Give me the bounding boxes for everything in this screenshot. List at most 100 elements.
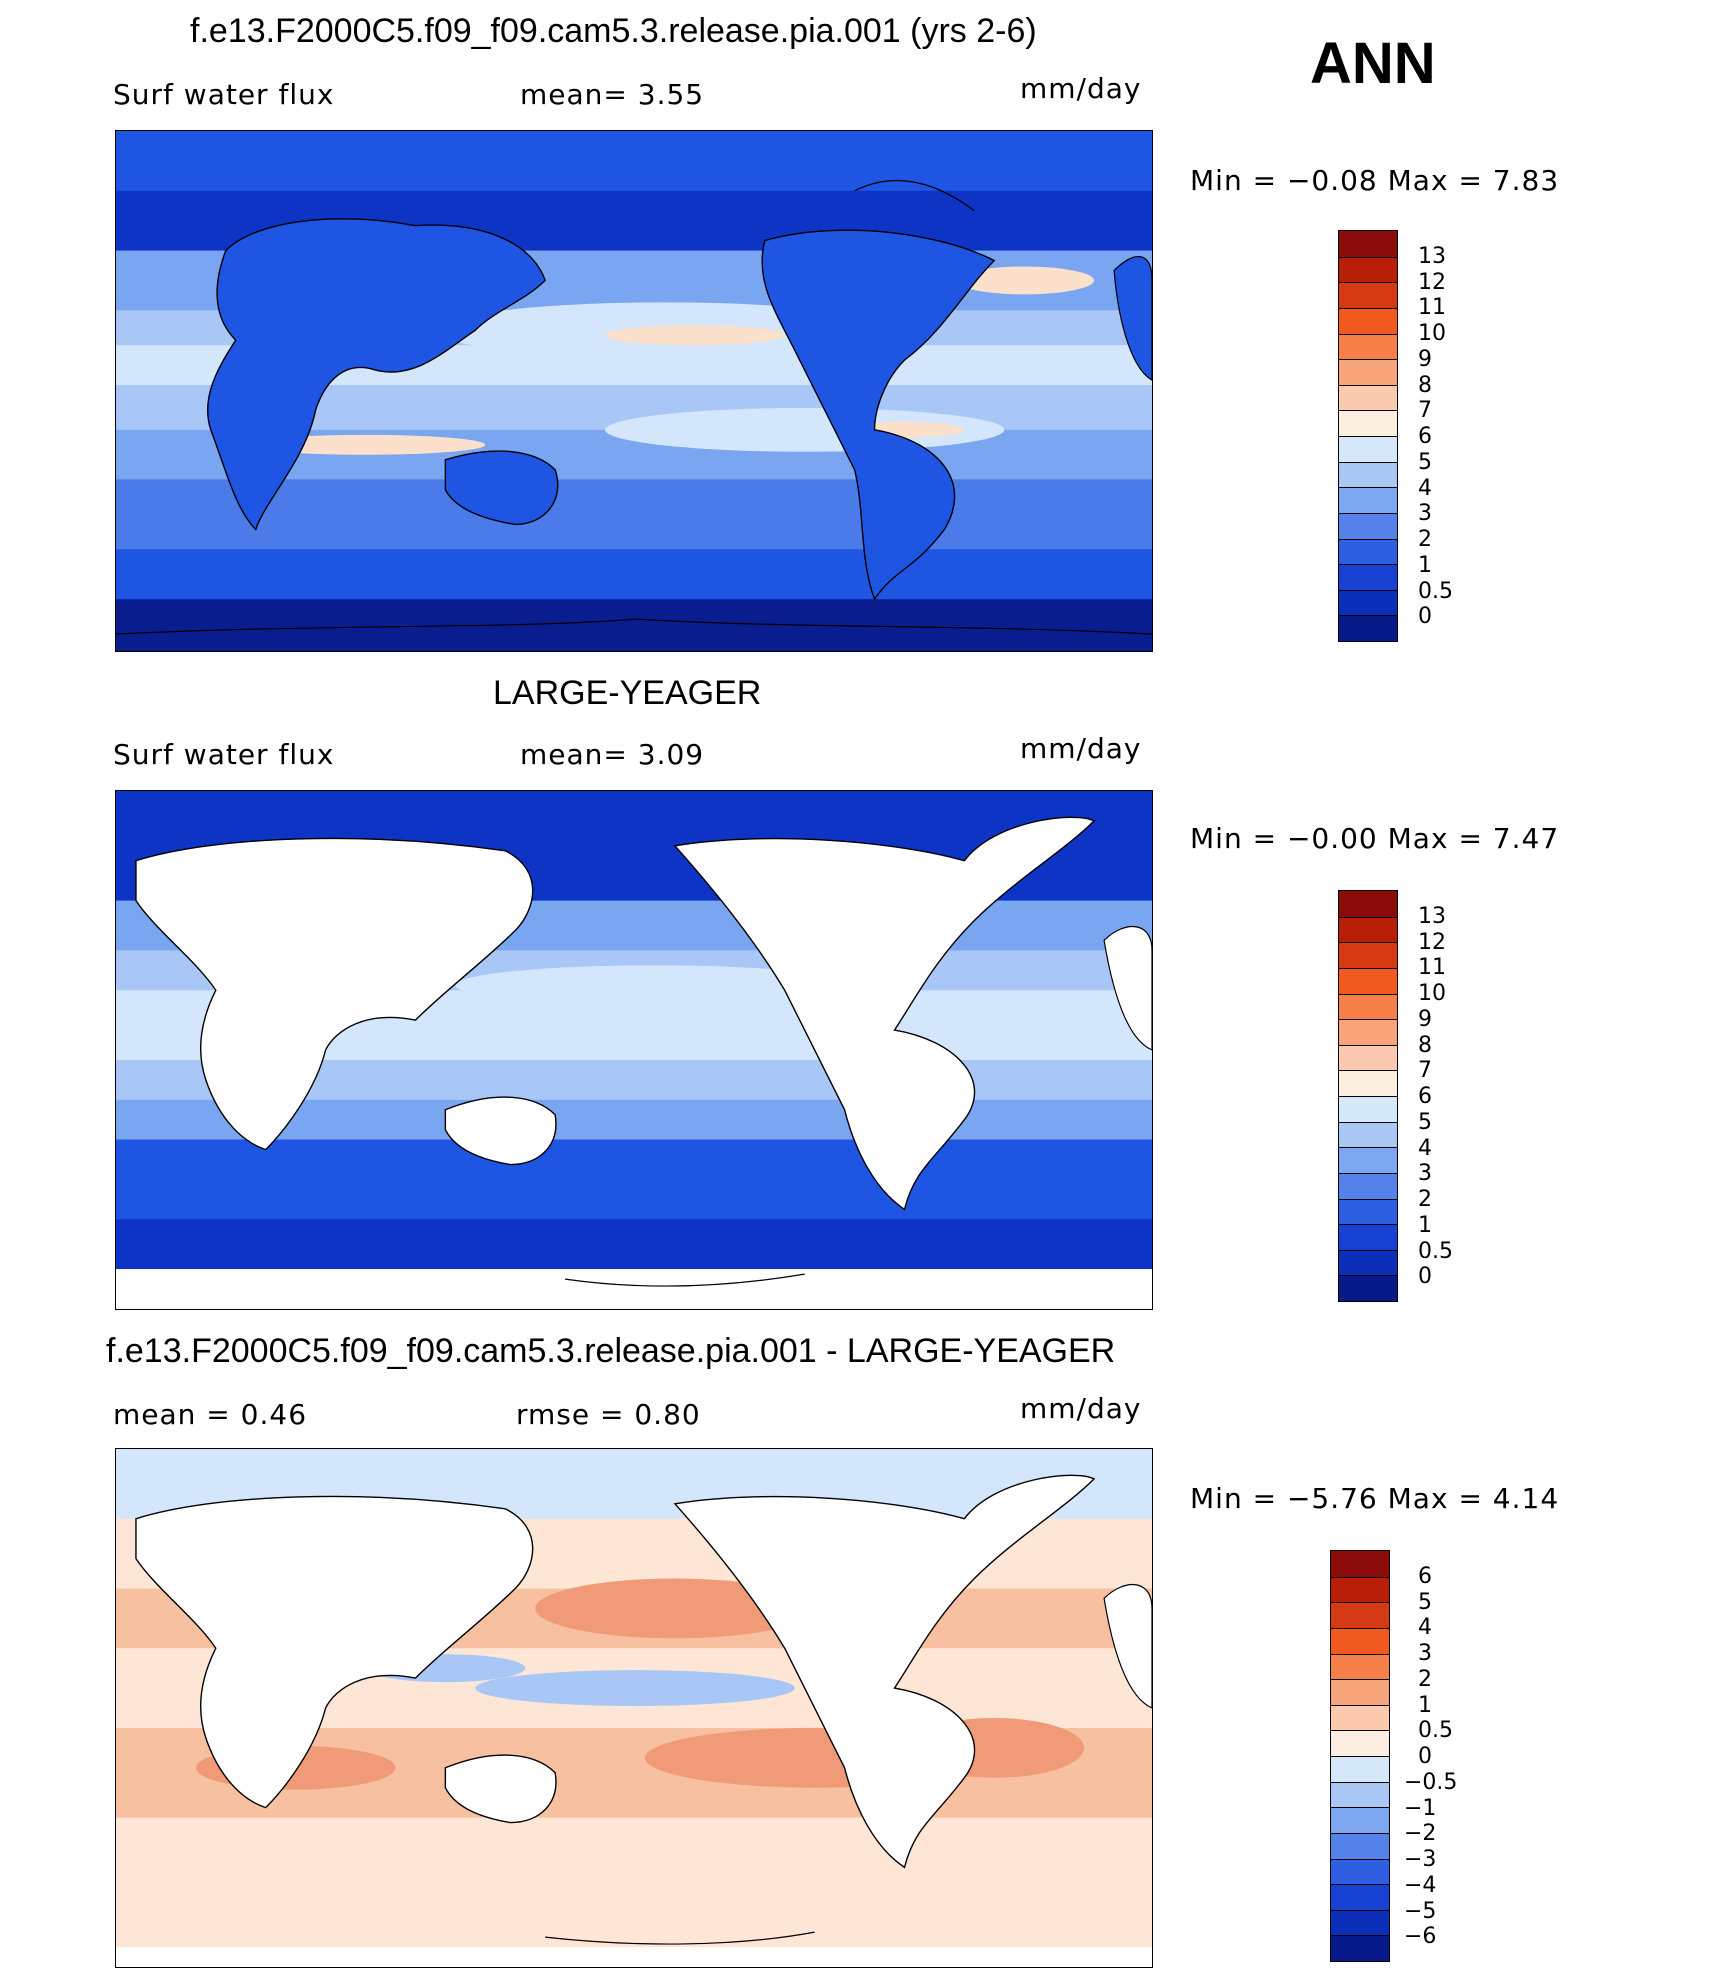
panel-3-colorbar-label: −5 (1404, 1899, 1437, 1924)
panel-2-colorbar (1338, 890, 1398, 1302)
panel-3-units: mm/day (1020, 1392, 1142, 1425)
panel-3-colorbar-seg (1331, 1653, 1389, 1680)
panel-1-colorbar-seg (1339, 538, 1397, 565)
panel-1-colorbar (1338, 230, 1398, 642)
panel-2-colorbar-seg (1339, 1070, 1397, 1096)
panel-2-colorbar-seg (1339, 1172, 1397, 1199)
panel-2-variable-label: Surf water flux (113, 738, 335, 771)
panel-3-colorbar-label: 0.5 (1418, 1718, 1453, 1743)
panel-3-colorbar-seg (1331, 1576, 1389, 1603)
panel-3-colorbar-seg (1331, 1602, 1389, 1628)
panel-1-colorbar-seg (1339, 384, 1397, 411)
panel-3-colorbar-label: −1 (1404, 1796, 1437, 1821)
panel-3-colorbar-label: 2 (1418, 1667, 1432, 1692)
panel-1-colorbar-seg (1339, 436, 1397, 462)
panel-1-colorbar-label: 6 (1418, 424, 1432, 449)
panel-2-colorbar-label: 4 (1418, 1136, 1432, 1161)
panel-1-colorbar-seg (1339, 410, 1397, 436)
panel-2-colorbar-label: 7 (1418, 1058, 1432, 1083)
panel-1-colorbar-seg (1339, 615, 1397, 641)
panel-1-colorbar-seg (1339, 333, 1397, 360)
panel-3-colorbar-seg (1331, 1781, 1389, 1808)
panel-1-colorbar-label: 8 (1418, 373, 1432, 398)
panel-1-colorbar-seg (1339, 589, 1397, 616)
panel-3-colorbar-label: −4 (1404, 1873, 1437, 1898)
panel-3-colorbar-label: −0.5 (1404, 1770, 1458, 1795)
panel-1-colorbar-seg (1339, 461, 1397, 488)
panel-1-colorbar-label: 0 (1418, 604, 1432, 629)
panel-2-map-svg (116, 791, 1152, 1309)
panel-2-colorbar-label: 9 (1418, 1007, 1432, 1032)
panel-3-colorbar-seg (1331, 1858, 1389, 1885)
panel-1-colorbar-label: 10 (1418, 321, 1446, 346)
panel-3-colorbar-seg (1331, 1935, 1389, 1961)
panel-1-colorbar-seg (1339, 359, 1397, 385)
panel-2-colorbar-label: 1 (1418, 1213, 1432, 1238)
panel-1-map-svg (116, 131, 1152, 651)
panel-3-colorbar-label: −3 (1404, 1847, 1437, 1872)
panel-1-colorbar-seg (1339, 256, 1397, 283)
panel-3-colorbar-label: 6 (1418, 1564, 1432, 1589)
panel-3-colorbar-label: 5 (1418, 1590, 1432, 1615)
season-label: ANN (1310, 31, 1436, 96)
panel-2-colorbar-seg (1339, 1096, 1397, 1122)
panel-2-colorbar-label: 3 (1418, 1161, 1432, 1186)
panel-3-colorbar-seg (1331, 1679, 1389, 1705)
panel-1-colorbar-seg (1339, 487, 1397, 513)
panel-1-colorbar-label: 9 (1418, 347, 1432, 372)
panel-1-map (115, 130, 1153, 652)
panel-1-colorbar-label: 2 (1418, 527, 1432, 552)
panel-1-colorbar-seg (1339, 231, 1397, 257)
panel-3-colorbar-seg (1331, 1807, 1389, 1833)
panel-1-colorbar-label: 1 (1418, 553, 1432, 578)
panel-3-colorbar (1330, 1550, 1390, 1962)
panel-1-colorbar-label: 7 (1418, 398, 1432, 423)
panel-2-colorbar-seg (1339, 916, 1397, 943)
panel-2-colorbar-label: 5 (1418, 1110, 1432, 1135)
panel-2-colorbar-seg (1339, 1044, 1397, 1071)
panel-2-colorbar-seg (1339, 1249, 1397, 1276)
panel-2-colorbar-label: 12 (1418, 930, 1446, 955)
panel-2-colorbar-label: 0 (1418, 1264, 1432, 1289)
panel-2-minmax: Min = −0.00 Max = 7.47 (1190, 822, 1560, 855)
panel-1-colorbar-seg (1339, 307, 1397, 334)
panel-3-colorbar-seg (1331, 1756, 1389, 1782)
panel-3-colorbar-label: −6 (1404, 1924, 1437, 1949)
panel-2-colorbar-label: 2 (1418, 1187, 1432, 1212)
panel-2-map (115, 790, 1153, 1310)
panel-2-colorbar-label: 6 (1418, 1084, 1432, 1109)
panel-3-colorbar-label: 1 (1418, 1693, 1432, 1718)
panel-1-colorbar-seg (1339, 282, 1397, 308)
panel-1-colorbar-seg (1339, 564, 1397, 590)
panel-3-title: f.e13.F2000C5.f09_f09.cam5.3.release.pia… (106, 1332, 1116, 1370)
panel-1-units: mm/day (1020, 72, 1142, 105)
panel-2-colorbar-label: 8 (1418, 1033, 1432, 1058)
panel-1-mean-label: mean= 3.55 (520, 78, 705, 111)
panel-1-minmax: Min = −0.08 Max = 7.83 (1190, 164, 1560, 197)
panel-1-title: f.e13.F2000C5.f09_f09.cam5.3.release.pia… (190, 12, 1037, 50)
panel-3-colorbar-seg (1331, 1832, 1389, 1859)
panel-2-title: LARGE-YEAGER (493, 674, 762, 712)
panel-1-variable-label: Surf water flux (113, 78, 335, 111)
panel-3-colorbar-label: 4 (1418, 1615, 1432, 1640)
panel-1-colorbar-label: 11 (1418, 295, 1446, 320)
panel-1-colorbar-label: 5 (1418, 450, 1432, 475)
panel-3-colorbar-label: 0 (1418, 1744, 1432, 1769)
panel-1-colorbar-label: 4 (1418, 476, 1432, 501)
panel-2-colorbar-seg (1339, 1019, 1397, 1045)
panel-1-colorbar-label: 13 (1418, 244, 1446, 269)
panel-2-colorbar-label: 10 (1418, 981, 1446, 1006)
panel-3-colorbar-seg (1331, 1704, 1389, 1731)
panel-2-colorbar-seg (1339, 1224, 1397, 1250)
panel-3-colorbar-seg (1331, 1884, 1389, 1910)
panel-1-colorbar-label: 3 (1418, 501, 1432, 526)
panel-2-colorbar-seg (1339, 1121, 1397, 1148)
panel-2-colorbar-label: 13 (1418, 904, 1446, 929)
panel-2-colorbar-seg (1339, 1275, 1397, 1301)
panel-1-colorbar-label: 12 (1418, 270, 1446, 295)
panel-2-mean-label: mean= 3.09 (520, 738, 705, 771)
panel-3-map-svg (116, 1449, 1152, 1967)
panel-3-colorbar-seg (1331, 1730, 1389, 1756)
panel-2-colorbar-seg (1339, 993, 1397, 1020)
panel-2-colorbar-seg (1339, 967, 1397, 994)
